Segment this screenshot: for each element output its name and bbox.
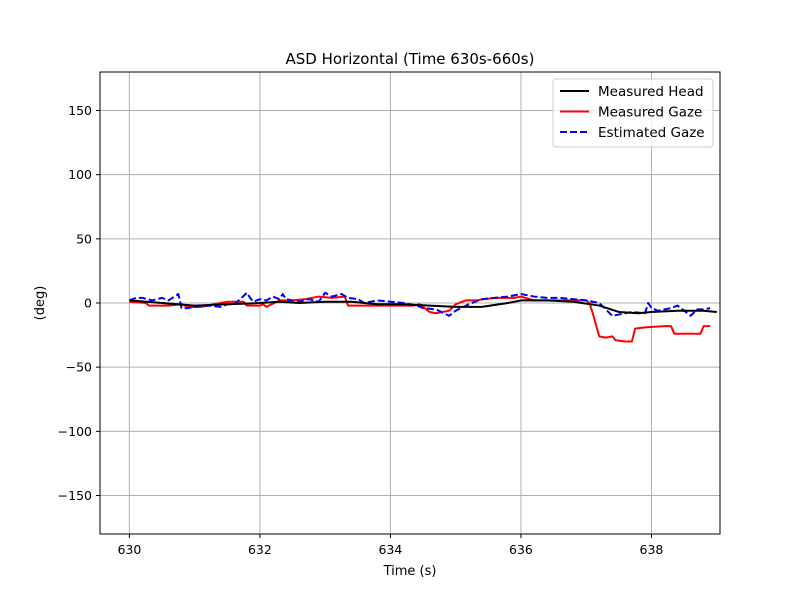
estimated-gaze-legend-label: Estimated Gaze (598, 125, 705, 141)
y-tick-label: −50 (66, 360, 92, 375)
y-ticks: 150 100 50 0 −50 −100 −150 (58, 103, 100, 503)
y-axis-label: (deg) (33, 286, 48, 321)
y-tick-label: 0 (84, 296, 92, 311)
x-tick-label: 634 (378, 542, 402, 557)
y-tick-label: 50 (76, 231, 92, 246)
y-tick-label: −100 (58, 424, 92, 439)
legend: Measured Head Measured Gaze Estimated Gaze (552, 78, 714, 148)
series-layer (129, 291, 717, 343)
x-tick-label: 636 (509, 542, 533, 557)
measured-gaze-legend-label: Measured Gaze (598, 105, 702, 121)
chart-title: ASD Horizontal (Time 630s-660s) (286, 50, 535, 68)
x-ticks: 630 632 634 636 638 (117, 534, 663, 557)
x-tick-label: 632 (248, 542, 272, 557)
y-tick-label: −150 (58, 488, 92, 503)
grid (100, 72, 720, 534)
measured-head-line (129, 299, 717, 315)
y-tick-label: 150 (68, 103, 92, 118)
x-tick-label: 638 (640, 542, 664, 557)
x-tick-label: 630 (117, 542, 141, 557)
x-axis-label: Time (s) (383, 564, 437, 579)
legend-box (552, 78, 714, 148)
y-tick-label: 100 (68, 167, 92, 182)
measured-head-legend-label: Measured Head (598, 84, 704, 100)
